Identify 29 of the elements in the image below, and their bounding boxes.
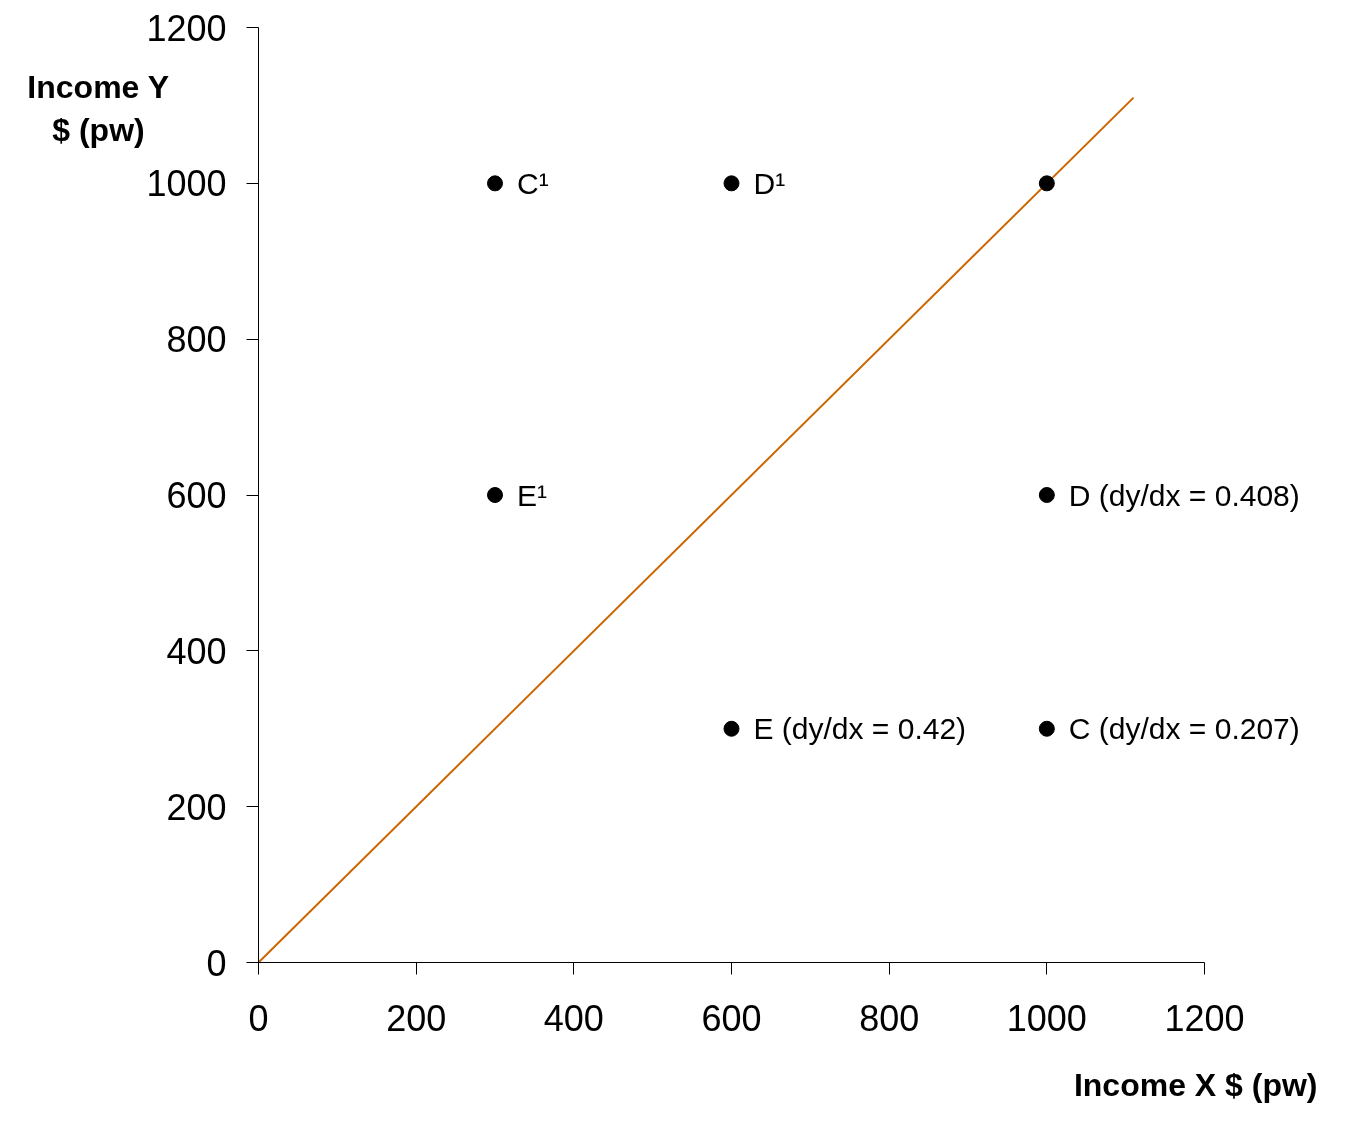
y-tick-label: 1200 — [146, 7, 227, 49]
point — [1038, 720, 1055, 737]
x-tick-label: 1200 — [1164, 997, 1245, 1039]
point — [487, 487, 503, 503]
x-tick-label: 400 — [543, 997, 604, 1039]
annotation: D¹ — [753, 166, 786, 200]
y-axis-title: Income Y $ (pw) — [27, 68, 170, 148]
point — [1038, 487, 1055, 503]
annotation: D (dy/dx = 0.408) — [1068, 478, 1300, 512]
y-tick-label: 0 — [206, 942, 227, 984]
annotation: C (dy/dx = 0.207) — [1068, 712, 1300, 746]
y-tick-label: 800 — [166, 319, 227, 361]
annotation: C¹ — [517, 166, 549, 200]
annotation: E (dy/dx = 0.42) — [753, 712, 967, 746]
point — [723, 720, 740, 737]
point — [1038, 175, 1055, 192]
x-tick-label: 0 — [248, 997, 269, 1039]
y-tick-label: 200 — [166, 786, 227, 828]
annotation: E¹ — [517, 478, 548, 512]
x-tick-label: 600 — [701, 997, 762, 1039]
y-tick-label: 600 — [166, 475, 227, 516]
x-tick-label: 200 — [386, 997, 447, 1039]
point — [723, 175, 740, 192]
x-tick-label: 1000 — [1006, 997, 1087, 1039]
x-axis-title: Income X $ (pw) — [1073, 1066, 1318, 1103]
y-tick-label: 1000 — [146, 163, 227, 205]
y-tick-label: 400 — [166, 630, 227, 672]
x-tick-label: 800 — [859, 997, 920, 1039]
point — [487, 175, 503, 192]
